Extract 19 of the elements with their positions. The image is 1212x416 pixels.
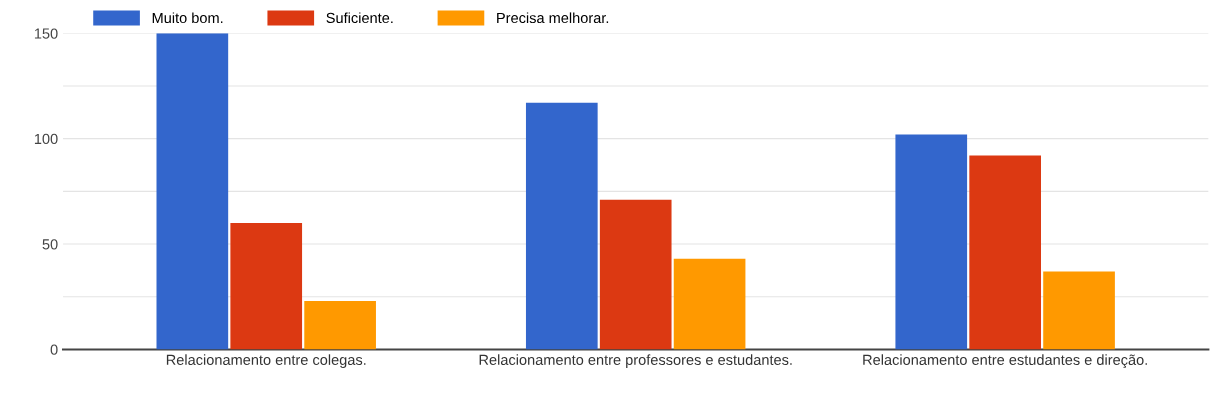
bar (673, 258, 746, 350)
x-tick-label: Relacionamento entre colegas. (166, 354, 366, 368)
bar (304, 300, 376, 350)
y-tick-label: 150 (34, 28, 58, 39)
x-tick-label: Relacionamento entre estudantes e direção. (863, 354, 1147, 368)
bar (1043, 271, 1115, 350)
y-tick-label: 0 (50, 344, 58, 355)
bar (230, 222, 303, 350)
legend-label: Suficiente. (326, 12, 393, 24)
legend-label: Precisa melhorar. (497, 12, 609, 24)
bar (895, 134, 968, 350)
y-tick-label: 100 (34, 133, 58, 145)
bar (156, 33, 229, 350)
x-tick-label: Relacionamento entre professores e estudantes. (479, 354, 792, 368)
y-tick-label: 50 (42, 239, 58, 250)
legend-label: Muito bom. (152, 12, 223, 24)
bar (525, 102, 598, 350)
bar (599, 199, 672, 350)
bar (969, 155, 1041, 350)
